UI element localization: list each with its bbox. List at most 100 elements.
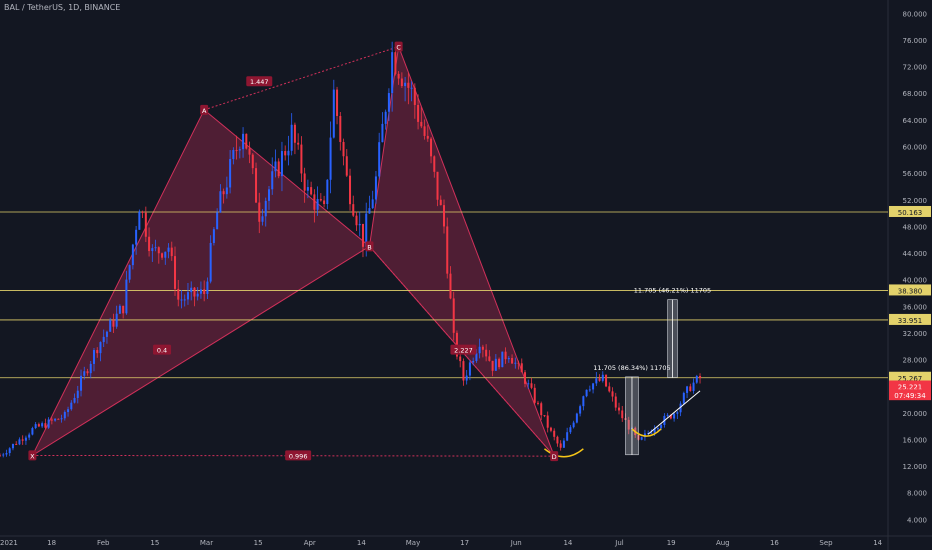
candle-body — [566, 432, 569, 441]
candle-body — [475, 353, 478, 362]
candle-body — [216, 212, 219, 230]
candle-body — [520, 363, 523, 373]
candle-body — [488, 356, 491, 361]
candle-body — [31, 428, 34, 435]
pattern-point-marker — [28, 450, 37, 461]
candle-body — [96, 350, 99, 354]
candle-body — [588, 389, 591, 391]
candle-body — [300, 144, 303, 174]
candle-body — [332, 89, 335, 138]
candle-body — [105, 331, 108, 337]
candle-body — [319, 199, 322, 201]
candle-body — [507, 358, 510, 360]
candle-body — [465, 375, 468, 381]
candle-body — [585, 389, 588, 397]
candle-body — [73, 397, 76, 403]
candle-body — [180, 299, 183, 301]
price-badge: 07:49:34 — [894, 392, 926, 400]
candle-body — [199, 289, 202, 294]
level-badge-bg — [889, 371, 931, 383]
pattern-point-label: D — [552, 453, 557, 461]
x-tick-label: Feb — [97, 539, 110, 547]
candle-body — [404, 82, 407, 87]
candle-body — [533, 387, 536, 403]
candle-body — [342, 141, 345, 157]
x-tick-label: 18 — [47, 539, 56, 547]
candle-body — [572, 422, 575, 428]
candle-body — [21, 439, 24, 441]
candle-body — [605, 374, 608, 387]
x-tick-label: Aug — [716, 539, 730, 547]
candle-body — [582, 396, 585, 407]
pattern-ratio-marker — [285, 450, 312, 461]
candle-body — [374, 176, 377, 200]
candle-body — [449, 273, 452, 299]
candle-body — [420, 121, 423, 127]
candle-body — [57, 418, 60, 420]
y-tick-label: 80.000 — [903, 10, 928, 18]
candle-body — [326, 179, 329, 205]
candle-body — [361, 223, 364, 247]
pattern-point-marker — [365, 241, 374, 252]
candle-body — [138, 211, 141, 230]
candle-body — [660, 425, 663, 429]
level-badge-bg — [889, 313, 931, 325]
candle-body — [699, 375, 702, 379]
candle-body — [8, 448, 11, 454]
candle-body — [34, 424, 37, 429]
candle-body — [511, 358, 514, 364]
x-tick-label: Sep — [819, 539, 833, 547]
candle-body — [430, 138, 433, 157]
candle-body — [468, 362, 471, 376]
candle-body — [24, 437, 27, 441]
x-tick-label: 14 — [873, 539, 882, 547]
x-tick-label: 14 — [563, 539, 572, 547]
rounding-bottom-arc — [543, 448, 584, 458]
candle-body — [60, 418, 63, 420]
candle-body — [413, 87, 416, 105]
candle-body — [258, 202, 261, 222]
candle-body — [323, 200, 326, 205]
pattern-point-label: X — [30, 452, 35, 460]
candle-body — [274, 161, 277, 172]
candle-body — [524, 372, 527, 384]
pattern-ratio-label: 2.227 — [454, 347, 473, 355]
candle-body — [446, 226, 449, 274]
level-badge-bg — [889, 205, 931, 217]
y-tick-label: 40.000 — [903, 277, 928, 285]
candle-body — [267, 189, 270, 201]
candle-body — [494, 358, 497, 371]
candle-body — [287, 150, 290, 156]
level-badge: 50.163 — [898, 209, 923, 217]
candle-body — [316, 199, 319, 210]
price-axis — [888, 0, 932, 550]
candle-body — [310, 187, 313, 195]
price-badge-bg — [889, 389, 931, 401]
candle-body — [601, 374, 604, 381]
candle-body — [174, 256, 177, 289]
candle-body — [546, 415, 549, 428]
candle-body — [37, 424, 40, 427]
candle-body — [89, 363, 92, 374]
candle-body — [144, 212, 147, 237]
y-tick-label: 60.000 — [903, 143, 928, 151]
candle-body — [498, 358, 501, 368]
candle-body — [225, 187, 228, 195]
candle-body — [232, 150, 235, 160]
candle-body — [504, 351, 507, 360]
candle-body — [86, 371, 89, 374]
candle-body — [238, 149, 241, 151]
candle-body — [536, 402, 539, 404]
candle-body — [112, 320, 115, 327]
trend-line — [647, 390, 701, 435]
pattern-ac-line — [204, 46, 399, 111]
candle-body — [608, 386, 611, 392]
candle-body — [76, 390, 79, 398]
x-tick-label: 19 — [667, 539, 676, 547]
y-tick-label: 32.000 — [903, 330, 928, 338]
candle-body — [355, 215, 358, 226]
candle-body — [543, 415, 546, 417]
candle-body — [11, 443, 14, 449]
candle-body — [206, 281, 209, 294]
